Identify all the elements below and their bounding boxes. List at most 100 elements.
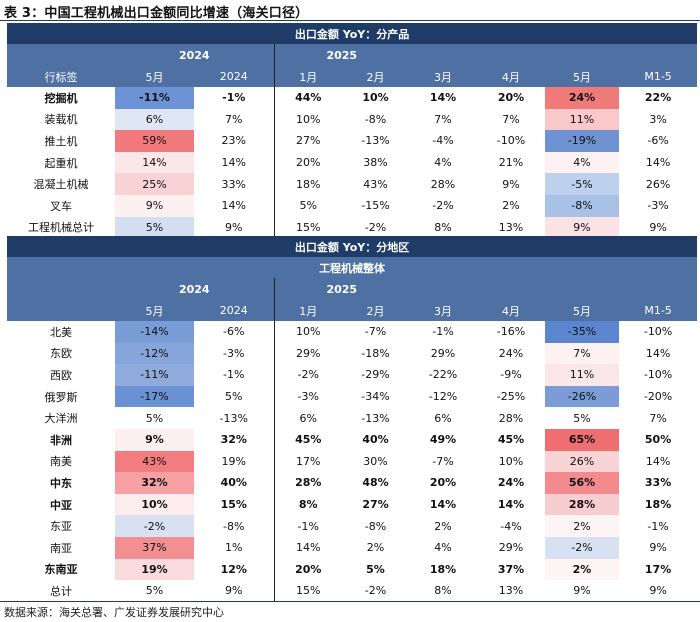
value-cell: 6% <box>273 407 342 429</box>
row-label: 东亚 <box>50 520 72 534</box>
value-cell: -20% <box>643 390 673 404</box>
value-cell: 22% <box>644 91 672 105</box>
value-cell: 9% <box>502 177 520 191</box>
value-cell: 18% <box>644 498 672 512</box>
value-cell: 23% <box>221 134 246 148</box>
value-cell: 10% <box>362 91 389 105</box>
value-cell: -7% <box>364 325 387 339</box>
column-header: 2月 <box>342 66 409 87</box>
value-cell: -2% <box>432 199 454 213</box>
row-label: 北美 <box>50 325 72 339</box>
value-cell: 26% <box>545 450 619 473</box>
value-cell: 5% <box>115 216 194 239</box>
value-cell: 14% <box>273 536 342 559</box>
value-cell: 24% <box>498 346 524 360</box>
value-cell: 32% <box>220 433 247 447</box>
table-row: 装载机 6% 7% 10% -8% 7% 7% 11% 3% <box>7 108 697 131</box>
value-cell: 27% <box>362 498 389 512</box>
column-header: M1-5 <box>619 300 698 321</box>
value-cell: -2% <box>115 515 194 537</box>
value-cell: 29% <box>498 541 524 555</box>
table-row: 推土机 59% 23% 27% -13% -4% -10% -19% -6% <box>7 130 697 152</box>
value-cell: -11% <box>115 87 194 109</box>
table-row: 俄罗斯 -17% 5% -3% -34% -12% -25% -26% -20% <box>7 385 697 408</box>
value-cell: 9% <box>573 584 591 598</box>
value-cell: -1% <box>222 91 246 105</box>
value-cell: 14% <box>497 498 525 512</box>
value-cell: 37% <box>497 562 525 576</box>
table-row: 大洋洲 5% -13% 6% -13% 6% 28% 5% 7% <box>7 407 697 429</box>
row-label: 工程机械总计 <box>28 221 94 235</box>
value-cell: 33% <box>221 177 246 191</box>
value-cell: 32% <box>115 472 194 494</box>
value-cell: 24% <box>545 87 619 109</box>
value-cell: 20% <box>273 558 342 581</box>
value-cell: 5% <box>366 562 385 576</box>
value-cell: 7% <box>545 342 619 365</box>
caption-divider <box>0 20 700 21</box>
value-cell: 17% <box>273 450 342 473</box>
column-header: 5月 <box>545 66 619 87</box>
value-cell: 50% <box>644 433 672 447</box>
row-label: 挖掘机 <box>44 91 78 105</box>
value-cell: 25% <box>115 173 194 195</box>
value-cell: -29% <box>361 368 390 382</box>
value-cell: 14% <box>221 156 246 170</box>
value-cell: 15% <box>220 498 247 512</box>
table1-year-2025: 2025 <box>273 44 409 66</box>
value-cell: 20% <box>273 151 342 174</box>
value-cell: 9% <box>649 541 667 555</box>
value-cell: -10% <box>643 325 673 339</box>
table-row: 挖掘机 -11% -1% 44% 10% 14% 20% 24% 22% <box>7 87 697 109</box>
value-cell: -1% <box>273 515 342 537</box>
value-cell: -4% <box>500 519 522 533</box>
value-cell: -9% <box>500 368 522 382</box>
row-label: 俄罗斯 <box>44 390 78 404</box>
row-label: 南美 <box>50 455 72 469</box>
table2-subtitle: 工程机械整体 <box>7 257 698 278</box>
value-cell: 18% <box>429 562 457 576</box>
column-header: 3月 <box>409 66 477 87</box>
value-cell: -3% <box>273 385 342 408</box>
value-cell: -2% <box>364 220 387 234</box>
value-cell: -3% <box>223 346 245 360</box>
value-cell: 9% <box>545 216 619 239</box>
value-cell: 43% <box>115 450 194 473</box>
column-header: 行标签 <box>7 66 115 87</box>
footer-divider <box>0 601 700 602</box>
value-cell: 19% <box>221 454 246 468</box>
value-cell: -8% <box>364 112 387 126</box>
value-cell: 14% <box>429 498 457 512</box>
value-cell: 8% <box>434 220 452 234</box>
value-cell: 14% <box>645 454 671 468</box>
value-cell: 1% <box>225 541 243 555</box>
value-cell: 30% <box>363 454 388 468</box>
value-cell: -11% <box>115 364 194 386</box>
column-header: 4月 <box>477 300 545 321</box>
column-header <box>7 300 115 321</box>
column-header: 5月 <box>545 300 619 321</box>
row-label: 中东 <box>50 476 72 490</box>
table-row: 南亚 37% 1% 14% 2% 4% 29% -2% 9% <box>7 536 697 559</box>
table1-column-header: 行标签 5月 2024 1月 2月 3月 4月 5月 M1-5 <box>7 66 698 87</box>
product-yoy-table: 出口金额 YoY：分产品 2024 2025 行标签 5月 2024 1月 2月 3月 4月… <box>7 23 698 239</box>
value-cell: 65% <box>545 428 619 451</box>
value-cell: 28% <box>273 472 342 494</box>
value-cell: -15% <box>361 199 390 213</box>
row-label: 南亚 <box>50 541 72 555</box>
value-cell: 7% <box>434 112 452 126</box>
value-cell: -35% <box>545 321 619 343</box>
row-label: 混凝土机械 <box>33 178 89 192</box>
value-cell: -25% <box>496 390 526 404</box>
value-cell: -10% <box>643 368 673 382</box>
value-cell: -3% <box>647 199 669 213</box>
value-cell: 48% <box>362 476 389 490</box>
value-cell: -8% <box>545 194 619 217</box>
value-cell: -13% <box>361 411 390 425</box>
value-cell: 4% <box>545 151 619 174</box>
value-cell: -10% <box>496 134 526 148</box>
value-cell: 14% <box>429 91 457 105</box>
table-row: 起重机 14% 14% 20% 38% 4% 21% 4% 14% <box>7 151 697 174</box>
value-cell: 4% <box>434 156 452 170</box>
value-cell: 9% <box>225 584 243 598</box>
